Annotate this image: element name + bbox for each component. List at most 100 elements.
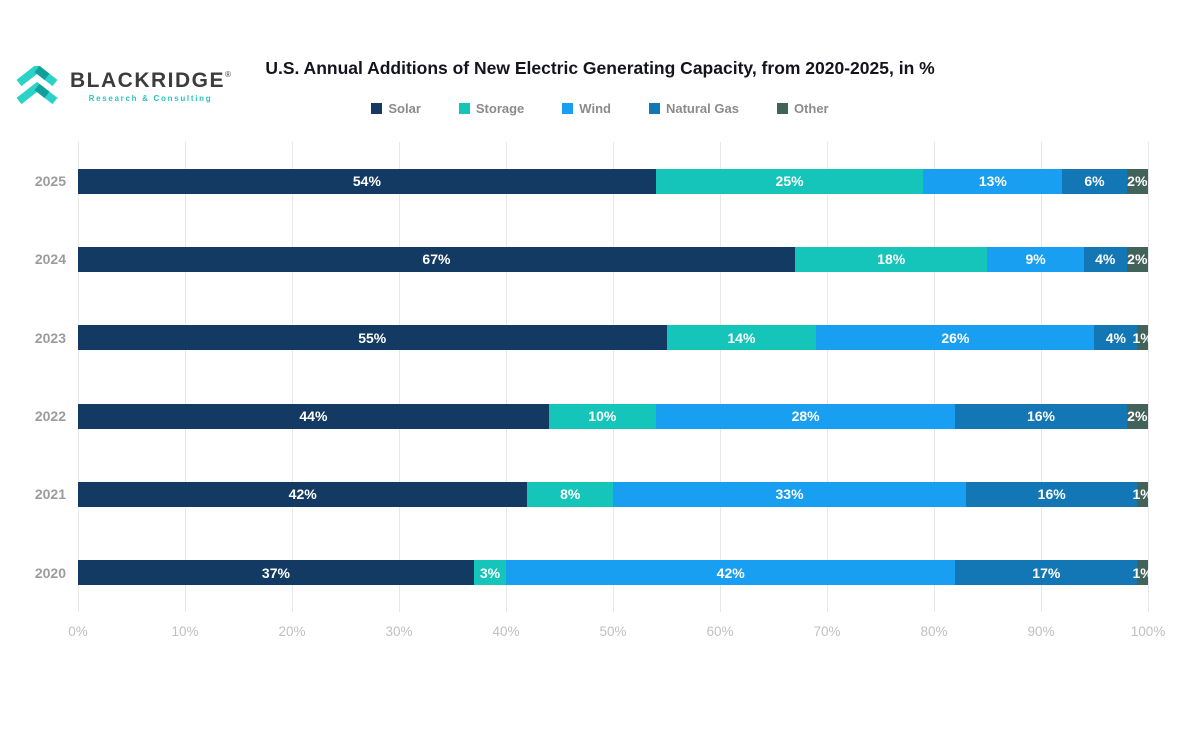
stacked-bar-2023: 55% 14% 26% 4% 1% [78,325,1153,351]
bar-segment-other: 2% [1126,168,1148,194]
stacked-bar-2025: 54% 25% 13% 6% 2% [78,168,1148,194]
bar-segment-wind: 26% [816,325,1095,351]
x-tick-90: 90% [1027,624,1055,639]
chart-row-2025: 54% 25% 13% 6% 2% [78,142,1148,220]
gridline [827,142,828,612]
gridline [1041,142,1042,612]
legend-swatch-wind [562,103,574,114]
category-label-2020: 2020 [34,564,66,581]
legend-swatch-solar [371,103,383,114]
stacked-bar-2021: 42% 8% 33% 16% 1% [78,481,1153,507]
value-label: 42% [288,486,317,503]
value-label: 17% [1032,564,1061,581]
gridline [613,142,614,612]
bar-segment-natural-gas: 17% [955,560,1138,586]
gridline [292,142,293,612]
value-label: 55% [358,329,387,346]
legend-label: Natural Gas [665,101,739,116]
value-label: 1% [1132,564,1153,581]
registered-mark: ® [225,69,231,79]
brand-name: BLACKRIDGE® [70,68,231,92]
bar-segment-natural-gas: 16% [955,403,1127,429]
bar-segment-natural-gas: 6% [1062,168,1127,194]
x-tick-50: 50% [599,624,627,639]
value-label: 2% [1127,173,1148,190]
value-label: 25% [775,173,804,190]
value-label: 4% [1095,251,1116,268]
bar-segment-storage: 3% [473,560,506,586]
chart-row-2020: 37% 3% 42% 17% 1% [78,534,1153,612]
x-tick-10: 10% [171,624,199,639]
legend-label: Other [793,101,829,116]
value-label: 14% [727,329,756,346]
bar-segment-solar: 37% [78,560,474,586]
stacked-bar-2020: 37% 3% 42% 17% 1% [78,560,1153,586]
legend-item-wind: Wind [562,101,611,116]
value-label: 33% [775,486,804,503]
bar-segment-other: 1% [1133,481,1153,507]
x-tick-70: 70% [813,624,841,639]
category-label-2024: 2024 [34,251,66,268]
bar-segment-storage: 18% [794,246,988,272]
chart-row-2021: 42% 8% 33% 16% 1% [78,455,1153,533]
legend-swatch-storage [458,103,470,114]
value-label: 2% [1127,251,1148,268]
legend: Solar Storage Wind Natural Gas Other [0,101,1200,116]
value-label: 16% [1026,408,1055,425]
bar-segment-other: 1% [1133,560,1153,586]
gridline [934,142,935,612]
category-label-2023: 2023 [34,329,66,346]
x-tick-20: 20% [278,624,306,639]
bar-rows: 54% 25% 13% 6% 2% 67% 18% 9% 4% 2% 55% 14% 26% 4% 1% 44… [78,142,1153,612]
value-label: 3% [479,564,501,581]
chart-row-2023: 55% 14% 26% 4% 1% [78,299,1153,377]
bar-segment-storage: 10% [548,403,656,429]
legend-item-storage: Storage [458,101,524,116]
value-label: 2% [1127,408,1148,425]
gridline [399,142,400,612]
value-label: 28% [791,408,820,425]
bar-segment-solar: 67% [78,246,795,272]
legend-item-other: Other [776,101,829,116]
x-tick-80: 80% [920,624,948,639]
category-label-2025: 2025 [34,173,66,190]
gridline [720,142,721,612]
value-label: 37% [261,564,290,581]
stacked-bar-2022: 44% 10% 28% 16% 2% [78,403,1148,429]
bar-segment-wind: 9% [987,246,1084,272]
bar-segment-wind: 42% [505,560,956,586]
bar-segment-solar: 54% [78,168,656,194]
gridline [1148,142,1149,612]
value-label: 26% [941,329,970,346]
value-label: 1% [1132,486,1153,503]
brand-chevron-icon [16,66,58,105]
legend-label: Wind [579,101,611,116]
bar-segment-other: 2% [1126,403,1148,429]
chart-title: U.S. Annual Additions of New Electric Ge… [265,58,935,78]
legend-item-natural-gas: Natural Gas [648,101,739,116]
brand-tagline: Research & Consulting [88,93,213,103]
value-label: 10% [588,408,617,425]
value-label: 67% [422,251,451,268]
value-label: 16% [1037,486,1066,503]
value-label: 9% [1025,251,1046,268]
bar-segment-natural-gas: 4% [1094,325,1138,351]
bar-segment-wind: 33% [612,481,967,507]
value-label: 6% [1084,173,1105,190]
category-label-2021: 2021 [34,486,66,503]
bar-segment-storage: 8% [527,481,613,507]
gridline [185,142,186,612]
bar-segment-natural-gas: 16% [966,481,1138,507]
value-label: 18% [877,251,906,268]
chart-row-2024: 67% 18% 9% 4% 2% [78,220,1148,298]
value-label: 42% [716,564,745,581]
chart-row-2022: 44% 10% 28% 16% 2% [78,377,1148,455]
y-axis: 2025 2024 2023 2022 2021 2020 [0,142,66,612]
value-label: 54% [352,173,381,190]
plot-area: 54% 25% 13% 6% 2% 67% 18% 9% 4% 2% 55% 14% 26% 4% 1% 44… [78,142,1153,612]
stacked-bar-2024: 67% 18% 9% 4% 2% [78,246,1148,272]
bar-segment-solar: 42% [78,481,528,507]
gridline [506,142,507,612]
bar-segment-natural-gas: 4% [1083,246,1127,272]
value-label: 44% [299,408,328,425]
